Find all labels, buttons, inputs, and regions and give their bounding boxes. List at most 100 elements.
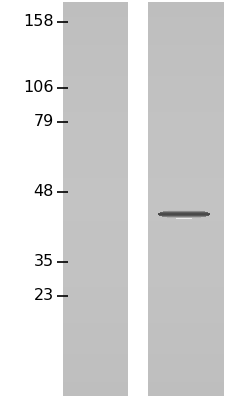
Bar bbox=[147, 383, 223, 384]
Bar bbox=[147, 6, 223, 7]
Bar bbox=[63, 272, 127, 273]
Bar bbox=[63, 233, 127, 234]
Bar bbox=[63, 65, 127, 66]
Bar bbox=[63, 169, 127, 170]
Bar bbox=[63, 53, 127, 54]
Bar bbox=[147, 393, 223, 394]
Bar bbox=[147, 281, 223, 282]
Bar bbox=[63, 166, 127, 167]
Bar bbox=[63, 171, 127, 172]
Bar bbox=[147, 176, 223, 177]
Bar bbox=[63, 7, 127, 8]
Bar bbox=[63, 221, 127, 222]
Bar bbox=[63, 144, 127, 145]
Bar bbox=[147, 121, 223, 122]
Bar bbox=[63, 158, 127, 159]
Bar bbox=[63, 354, 127, 355]
Bar bbox=[147, 221, 223, 222]
Bar bbox=[147, 323, 223, 324]
Bar bbox=[147, 342, 223, 343]
Bar bbox=[147, 295, 223, 296]
Bar bbox=[147, 135, 223, 136]
Bar bbox=[147, 128, 223, 129]
Bar bbox=[147, 205, 223, 206]
Bar bbox=[147, 95, 223, 96]
Bar bbox=[147, 242, 223, 243]
Bar bbox=[147, 333, 223, 334]
Bar bbox=[63, 165, 127, 166]
Bar bbox=[63, 334, 127, 335]
Text: 23: 23 bbox=[34, 288, 54, 304]
Bar bbox=[147, 195, 223, 196]
Bar bbox=[63, 302, 127, 303]
Bar bbox=[147, 339, 223, 340]
Bar bbox=[63, 154, 127, 155]
Bar bbox=[147, 274, 223, 275]
Bar bbox=[147, 348, 223, 349]
Bar bbox=[63, 358, 127, 359]
Bar bbox=[63, 373, 127, 374]
Bar bbox=[147, 341, 223, 342]
Bar bbox=[63, 362, 127, 363]
Bar bbox=[63, 376, 127, 377]
Bar bbox=[147, 206, 223, 207]
Bar bbox=[147, 145, 223, 146]
Bar bbox=[147, 344, 223, 345]
Bar bbox=[147, 388, 223, 389]
Bar bbox=[147, 324, 223, 325]
Bar bbox=[147, 250, 223, 251]
Text: 158: 158 bbox=[23, 14, 54, 30]
Bar bbox=[147, 209, 223, 210]
Bar bbox=[63, 38, 127, 39]
Bar bbox=[63, 124, 127, 125]
Bar bbox=[147, 114, 223, 115]
Bar bbox=[147, 343, 223, 344]
Bar bbox=[147, 23, 223, 24]
Bar bbox=[63, 268, 127, 269]
Bar bbox=[63, 263, 127, 264]
Bar bbox=[63, 369, 127, 370]
Bar bbox=[147, 215, 223, 216]
Bar bbox=[63, 197, 127, 198]
Bar bbox=[147, 247, 223, 248]
Bar bbox=[147, 277, 223, 278]
Bar bbox=[147, 103, 223, 104]
Bar bbox=[63, 161, 127, 162]
Bar bbox=[147, 161, 223, 162]
Bar bbox=[63, 380, 127, 381]
Bar bbox=[63, 271, 127, 272]
Bar bbox=[63, 2, 127, 3]
Bar bbox=[147, 212, 223, 213]
Bar bbox=[147, 331, 223, 332]
Bar bbox=[63, 278, 127, 279]
Bar bbox=[63, 276, 127, 277]
Bar bbox=[147, 9, 223, 10]
Bar bbox=[63, 184, 127, 185]
Bar bbox=[63, 74, 127, 75]
Bar bbox=[63, 325, 127, 326]
Bar bbox=[63, 36, 127, 37]
Bar bbox=[63, 235, 127, 236]
Bar bbox=[147, 53, 223, 54]
Bar bbox=[147, 134, 223, 135]
Bar bbox=[147, 31, 223, 32]
Bar bbox=[147, 253, 223, 254]
Bar bbox=[63, 40, 127, 41]
Bar bbox=[147, 36, 223, 37]
Bar bbox=[147, 89, 223, 90]
Bar bbox=[63, 159, 127, 160]
Bar bbox=[147, 132, 223, 133]
Bar bbox=[63, 204, 127, 205]
Bar bbox=[63, 350, 127, 351]
Bar bbox=[63, 248, 127, 249]
Bar bbox=[63, 333, 127, 334]
Bar bbox=[147, 309, 223, 310]
Bar bbox=[63, 299, 127, 300]
Bar bbox=[63, 39, 127, 40]
Bar bbox=[63, 20, 127, 21]
Bar bbox=[63, 41, 127, 42]
Bar bbox=[147, 294, 223, 295]
Bar bbox=[147, 88, 223, 89]
Bar bbox=[147, 17, 223, 18]
Bar bbox=[147, 37, 223, 38]
